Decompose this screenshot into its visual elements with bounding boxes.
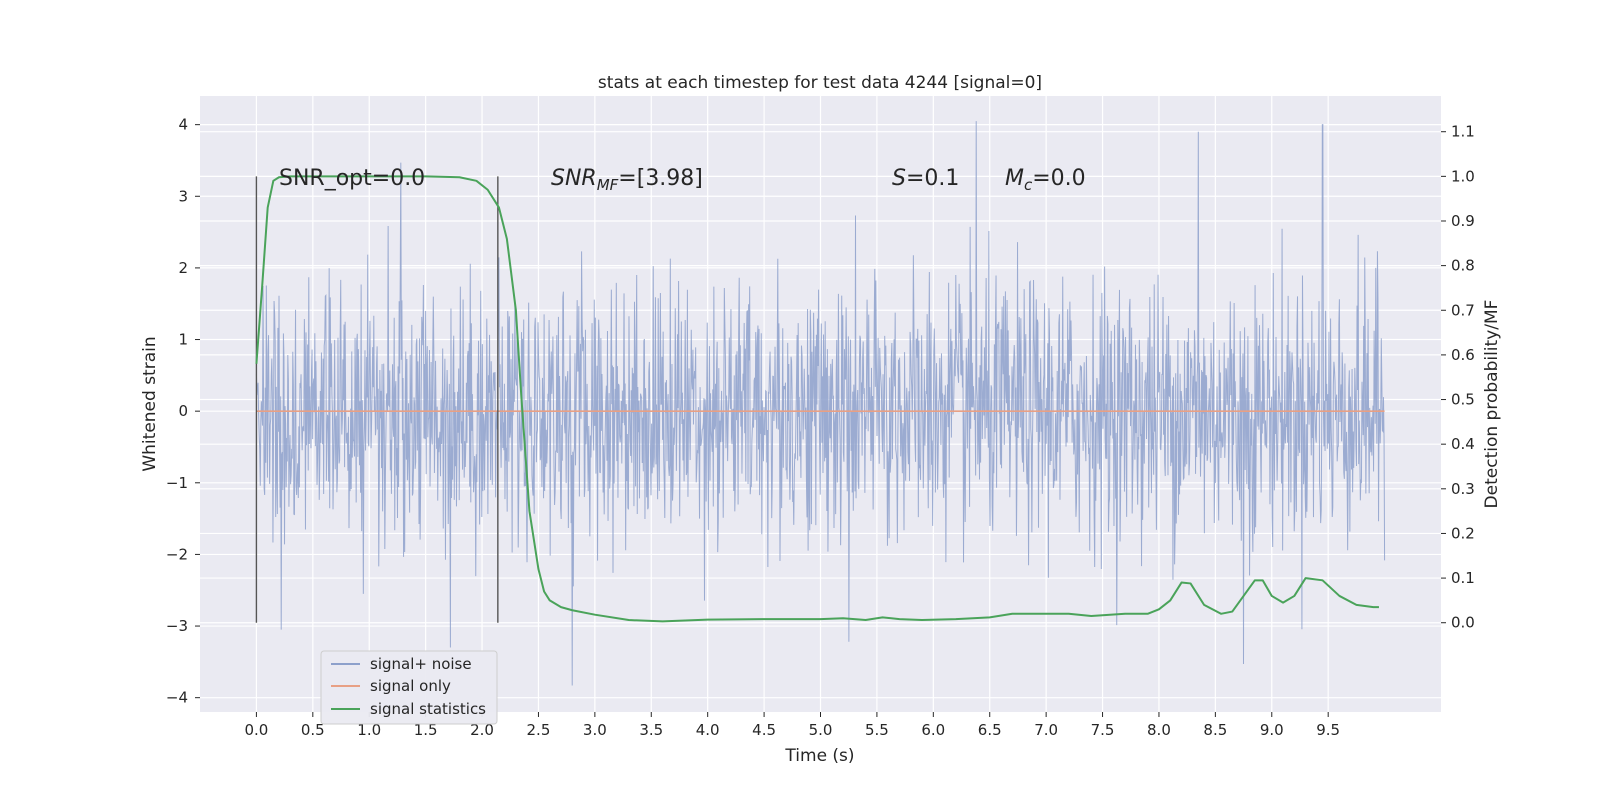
x-tick-label: 3.5 (639, 721, 663, 739)
x-tick-label: 4.0 (696, 721, 720, 739)
vertical-markers (255, 176, 499, 623)
legend-label-signal-only: signal only (370, 677, 451, 695)
y-right-tick-label: 0.8 (1451, 257, 1475, 275)
legend: signal+ noise signal only signal statist… (320, 650, 498, 725)
y-right-tick-label: 0.7 (1451, 301, 1475, 319)
x-tick-label: 5.0 (809, 721, 833, 739)
y-right-tick-label: 1.1 (1451, 123, 1475, 141)
y-tick-label: −1 (166, 474, 188, 492)
y-right-tick-label: 0.6 (1451, 346, 1475, 364)
chart-title: stats at each timestep for test data 424… (598, 73, 1042, 93)
y-right-tick-label: 0.4 (1451, 435, 1475, 453)
x-tick-label: 3.0 (583, 721, 607, 739)
y-right-tick-label: 0.5 (1451, 391, 1475, 409)
x-tick-label: 2.0 (470, 721, 494, 739)
annotation-mc: Mc=0.0 (1005, 166, 1086, 194)
x-tick-label: 0.0 (244, 721, 268, 739)
x-tick-label: 4.5 (752, 721, 776, 739)
tick-labels: 0.0 0.5 1.0 1.5 2.0 2.5 3.0 3.5 4.0 4.5 5.0 5.5 6.0 6… (166, 116, 1475, 739)
annotation-snr-mf: SNRMF=[3.98] (551, 166, 703, 194)
legend-label-signal-noise: signal+ noise (370, 655, 472, 673)
x-tick-label: 0.5 (301, 721, 325, 739)
x-tick-label: 6.0 (921, 721, 945, 739)
y-tick-label: 1 (178, 331, 188, 349)
annotation-snr-mf-subscript: MF (597, 176, 619, 194)
y-tick-label: 3 (178, 187, 188, 205)
annotation-mc-value: =0.0 (1032, 166, 1085, 191)
annotation-mc-subscript: c (1024, 176, 1033, 194)
y-right-axis-label: Detection probability/MF (1482, 300, 1502, 509)
y-tick-label: −4 (166, 689, 188, 707)
annotation-snr-mf-value: =[3.98] (618, 166, 703, 191)
annotation-mc-symbol: M (1005, 166, 1024, 191)
y-tick-label: −3 (166, 617, 188, 635)
x-tick-label: 5.5 (865, 721, 889, 739)
legend-label-signal-statistics: signal statistics (370, 700, 486, 718)
y-axis-label: Whitened strain (140, 336, 160, 471)
annotation-s-value: =0.1 (906, 166, 959, 191)
x-tick-label: 6.5 (978, 721, 1002, 739)
x-tick-label: 1.0 (357, 721, 381, 739)
annotation-snr-opt: SNR_opt=0.0 (279, 166, 425, 191)
x-axis-label: Time (s) (784, 746, 854, 766)
x-tick-label: 9.0 (1260, 721, 1284, 739)
x-tick-label: 8.0 (1147, 721, 1171, 739)
x-tick-label: 1.5 (414, 721, 438, 739)
y-right-tick-label: 0.2 (1451, 524, 1475, 542)
signal-noise-line (255, 121, 1386, 686)
annotation-s-symbol: S (892, 166, 906, 191)
y-tick-label: 0 (178, 402, 188, 420)
annotation-snr-mf-symbol: SNR (551, 166, 597, 191)
signal-statistics-line (255, 175, 1379, 623)
y-right-tick-label: 0.0 (1451, 614, 1475, 632)
y-right-tick-label: 1.0 (1451, 167, 1475, 185)
x-tick-label: 7.0 (1034, 721, 1058, 739)
x-tick-label: 8.5 (1203, 721, 1227, 739)
signal-statistics-trace (255, 175, 1379, 623)
y-tick-label: 2 (178, 259, 188, 277)
x-tick-label: 7.5 (1091, 721, 1115, 739)
legend-box (320, 650, 498, 725)
annotation-row: SNR_opt=0.0 SNRMF=[3.98] S=0.1 Mc=0.0 (279, 166, 1086, 194)
y-right-tick-label: 0.9 (1451, 212, 1475, 230)
y-right-tick-label: 0.1 (1451, 569, 1475, 587)
y-tick-label: 4 (178, 116, 188, 134)
signal-noise-trace (255, 121, 1386, 686)
y-tick-label: −2 (166, 545, 188, 563)
y-right-tick-label: 0.3 (1451, 480, 1475, 498)
annotation-s: S=0.1 (892, 166, 959, 191)
x-tick-label: 9.5 (1316, 721, 1340, 739)
x-tick-label: 2.5 (527, 721, 551, 739)
